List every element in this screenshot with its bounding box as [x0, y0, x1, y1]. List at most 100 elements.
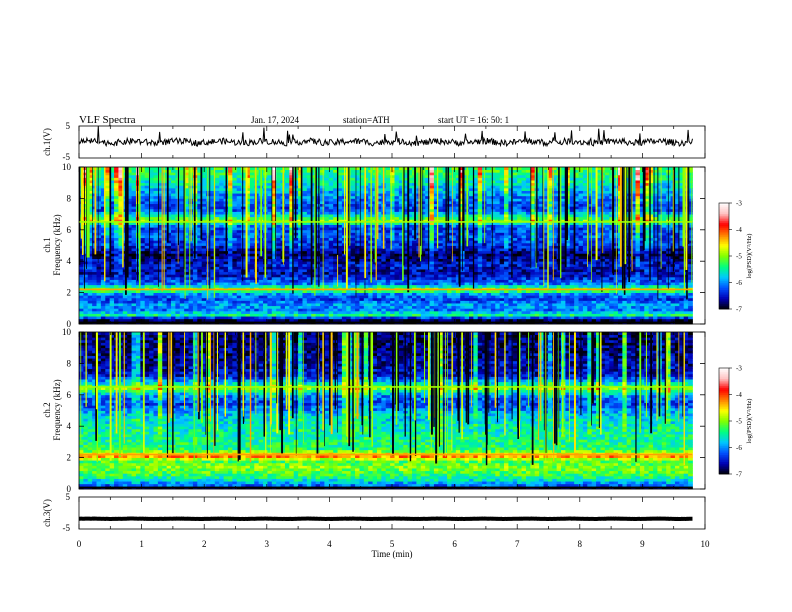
spec1-cell	[179, 305, 185, 309]
spec1-cell	[227, 266, 233, 270]
spec1-cell	[184, 227, 189, 231]
spec1-cell	[87, 180, 93, 184]
spec1-cell	[306, 177, 312, 181]
spec1-cell	[403, 271, 409, 275]
spec1-cell	[149, 206, 154, 210]
spec1-cell	[302, 253, 308, 257]
spec1-cell	[87, 297, 93, 301]
spec1-cell	[271, 274, 277, 278]
spec1-cell	[114, 227, 119, 231]
spec1-cell	[83, 245, 89, 249]
spec1-cell	[179, 263, 185, 267]
spec1-cell	[223, 271, 229, 275]
spec1-cell	[341, 316, 347, 320]
spec1-cell	[206, 224, 211, 228]
spec1-cell	[219, 269, 224, 273]
spec1-cell	[359, 258, 365, 262]
spec1-cell	[249, 300, 255, 304]
spec1-cell	[376, 180, 382, 184]
spec1-cell	[376, 182, 382, 186]
spec1-cell	[210, 195, 216, 199]
spec1-cell	[394, 258, 400, 262]
spec1-cell	[227, 279, 233, 283]
spec1-cell	[83, 219, 89, 223]
spec1-cell	[179, 300, 185, 304]
spec1-cell	[363, 177, 369, 181]
spec1-cell	[267, 300, 273, 304]
spec1-cell	[87, 255, 93, 259]
spec1-cell	[311, 198, 317, 202]
spec1-cell	[232, 245, 238, 249]
spec1-cell	[267, 248, 273, 252]
spec1-cell	[320, 227, 325, 231]
spec1-cell	[355, 182, 360, 186]
spec1-cell	[135, 269, 141, 273]
spec1-cell	[328, 271, 334, 275]
spec1-cell	[284, 316, 290, 320]
spec1-cell	[412, 297, 417, 301]
spec1-cell	[87, 303, 93, 307]
spec1-cell	[403, 295, 409, 299]
spec1-cell	[114, 284, 119, 288]
spec1-cell	[184, 282, 189, 286]
spec1-cell	[346, 250, 352, 254]
spec1-cell	[188, 316, 194, 320]
spec1-cell	[385, 229, 391, 233]
spec1-cell	[425, 182, 430, 186]
spec1-cell	[376, 214, 382, 218]
spec1-cell	[390, 282, 395, 286]
spec1-cell	[298, 318, 303, 322]
spec1-cell	[398, 169, 404, 173]
spec1-cell	[315, 245, 321, 249]
spec1-cell	[438, 240, 444, 244]
spec1-cell	[267, 245, 273, 249]
spec1-cell	[315, 300, 321, 304]
spec1-cell	[337, 187, 343, 191]
spec1-cell	[320, 182, 325, 186]
spec1-cell	[320, 310, 325, 314]
spec1-cell	[206, 240, 211, 244]
spec1-cell	[249, 310, 255, 314]
spec1-cell	[114, 182, 119, 186]
spec1-cell	[438, 214, 444, 218]
spec1-cell	[306, 203, 312, 207]
spec1-cell	[100, 177, 106, 181]
spec1-cell	[280, 316, 286, 320]
spec1-cell	[232, 219, 238, 223]
spec1-cell	[328, 255, 334, 259]
spec1-cell	[433, 316, 439, 320]
spec1-cell	[127, 237, 132, 241]
spec1-cell	[394, 193, 400, 197]
spec1-cell	[315, 289, 321, 293]
spec1-cell	[206, 295, 211, 299]
spec1-cell	[425, 177, 430, 181]
spec1-cell	[175, 274, 181, 278]
spec1-cell	[206, 195, 211, 199]
spec1-cell	[363, 180, 369, 184]
spec1-cell	[363, 172, 369, 176]
spec1-cell	[346, 297, 352, 301]
spec1-cell	[162, 206, 168, 210]
spec1-cell	[306, 206, 312, 210]
spec1-cell	[197, 240, 203, 244]
spec1-cell	[140, 266, 146, 270]
spec1-cell	[118, 266, 124, 270]
spec1-cell	[245, 276, 251, 280]
spec1-cell	[144, 177, 150, 181]
spec1-cell	[328, 180, 334, 184]
spec1-cell	[438, 261, 444, 265]
spec1-cell	[429, 284, 435, 288]
spec1-cell	[289, 274, 295, 278]
spec1-cell	[149, 190, 154, 194]
spec1-cell	[79, 282, 84, 286]
spec1-cell	[420, 177, 426, 181]
spec1-cell	[127, 295, 132, 299]
spec1-cell	[109, 206, 115, 210]
spec1-cell	[350, 242, 356, 246]
spec1-cell	[254, 313, 260, 317]
spec1-cell	[157, 300, 163, 304]
spec1-cell	[83, 198, 89, 202]
spec1-cell	[320, 224, 325, 228]
spec1-cell	[337, 245, 343, 249]
spec1-cell	[236, 190, 242, 194]
